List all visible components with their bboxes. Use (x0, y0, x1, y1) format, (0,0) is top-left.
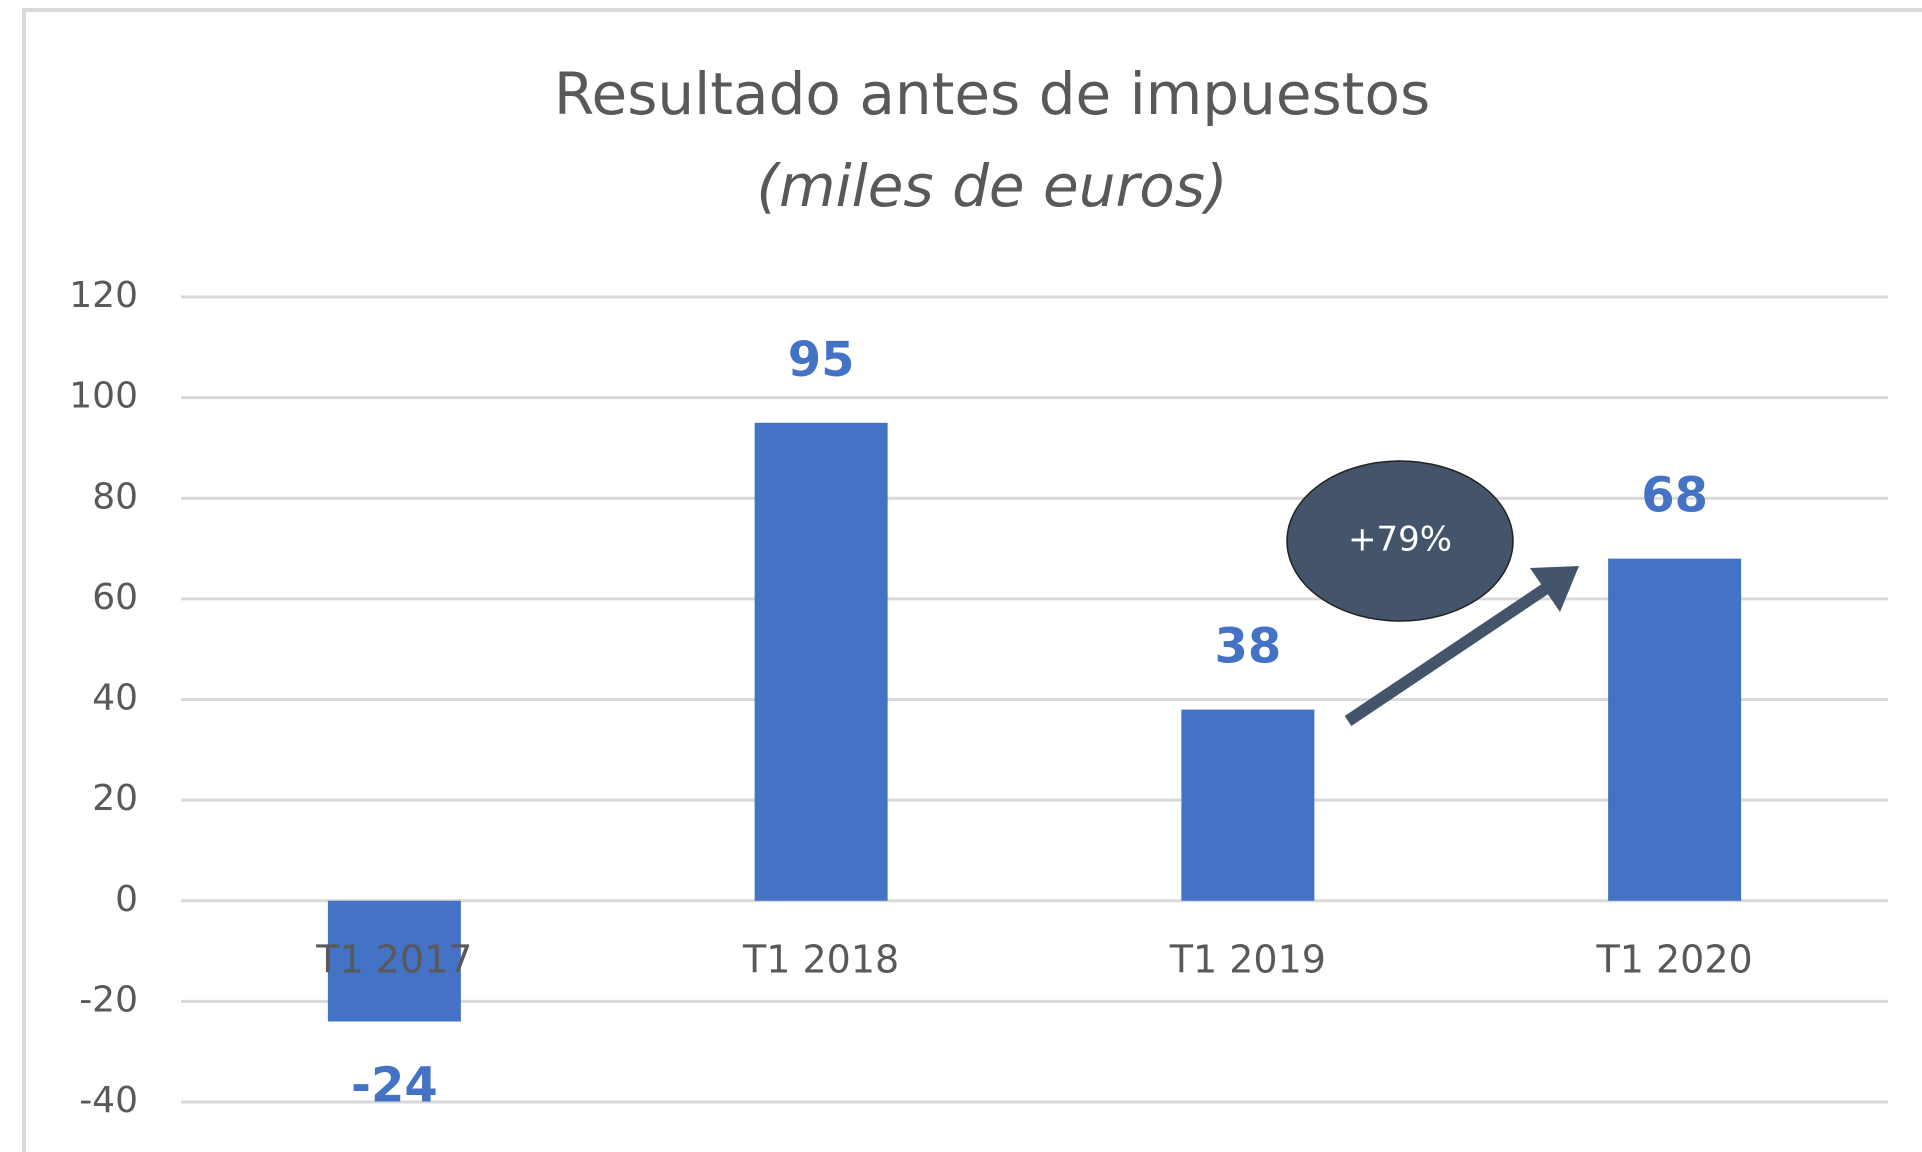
data-label: 38 (1214, 619, 1281, 675)
x-tick-label: T1 2018 (742, 938, 899, 982)
y-tick-label: 80 (92, 476, 138, 517)
y-tick-label: 20 (92, 778, 138, 819)
y-tick-label: 120 (69, 275, 138, 316)
y-tick-label: 60 (92, 577, 138, 618)
chart-title: Resultado antes de impuestos (554, 60, 1430, 128)
x-tick-label: T1 2017 (315, 938, 472, 982)
data-label: 68 (1641, 468, 1708, 524)
bar (1181, 709, 1315, 901)
annotation-text: +79% (1348, 520, 1452, 560)
bar (754, 422, 888, 901)
bar (327, 900, 461, 1022)
x-tick-label: T1 2019 (1169, 938, 1326, 982)
annotation-arrow (1344, 582, 1552, 726)
y-tick-label: 100 (69, 376, 138, 417)
y-tick-label: -20 (79, 979, 138, 1020)
y-tick-label: 40 (92, 678, 138, 719)
x-tick-label: T1 2020 (1596, 938, 1753, 982)
annotation-bubble (1286, 460, 1514, 622)
bar (1608, 558, 1742, 901)
annotation-arrowhead (1530, 566, 1579, 612)
y-tick-label: -40 (79, 1080, 138, 1121)
y-tick-label: 0 (115, 879, 138, 920)
chart-subtitle: (miles de euros) (756, 152, 1227, 220)
data-label: -24 (351, 1058, 438, 1114)
data-label: 95 (788, 332, 855, 388)
